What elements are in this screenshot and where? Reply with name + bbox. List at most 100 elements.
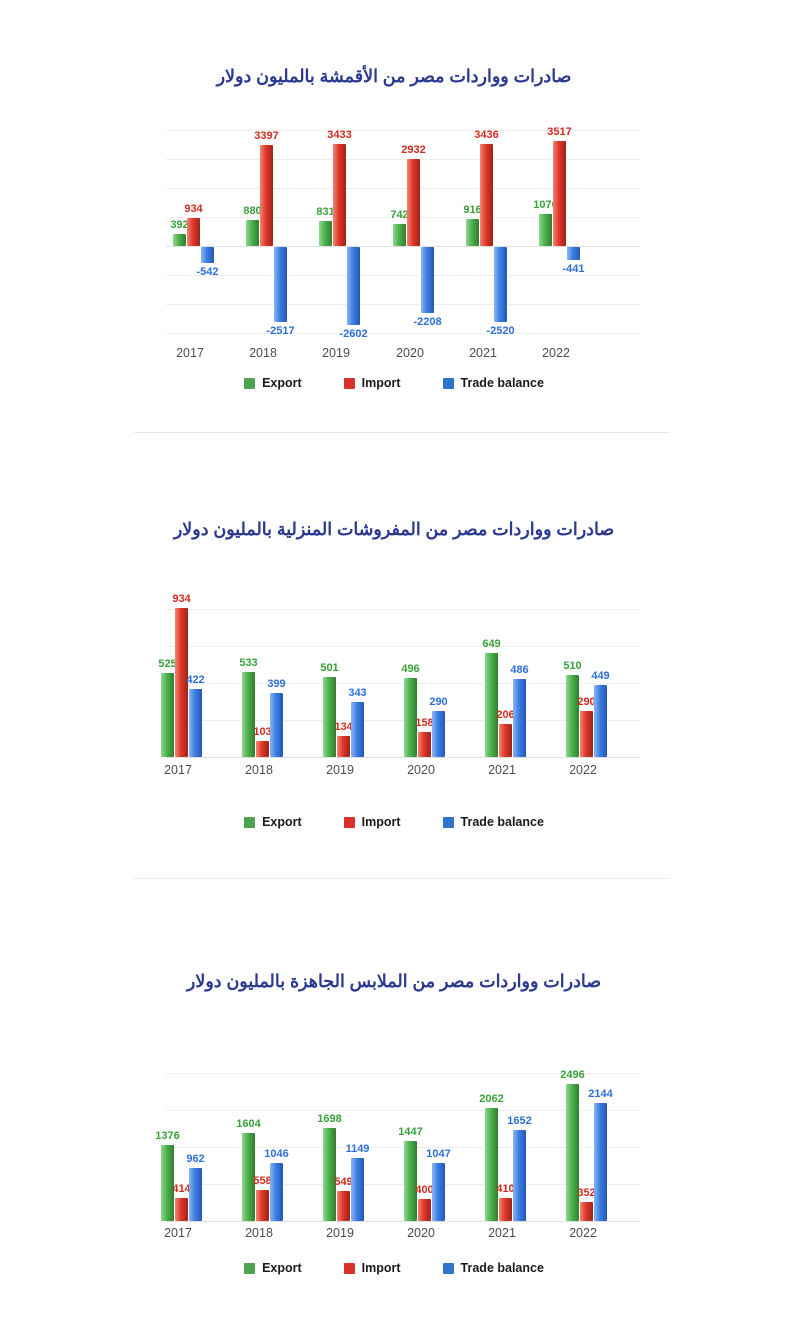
balance-bar xyxy=(351,1158,364,1221)
balance-bar xyxy=(270,693,283,757)
legend-label-trade-balance: Trade balance xyxy=(460,376,544,390)
bar-value-label: 649 xyxy=(482,638,501,650)
export-bar xyxy=(466,219,479,246)
export-bar xyxy=(323,1128,336,1221)
legend-label-export: Export xyxy=(262,1261,302,1275)
bar-value-label: 1046 xyxy=(264,1148,289,1160)
legend-item-trade-balance: Trade balance xyxy=(442,815,544,829)
balance-bar xyxy=(201,247,214,263)
x-axis-label: 2021 xyxy=(488,1226,516,1240)
x-axis-label: 2020 xyxy=(407,763,435,777)
section-divider xyxy=(134,432,670,433)
bar-value-label: 410 xyxy=(496,1183,515,1195)
bar-value-label: 880 xyxy=(243,205,262,217)
bar-value-label: 449 xyxy=(591,670,610,682)
bar-value-label: 3436 xyxy=(474,129,499,141)
gridline xyxy=(166,683,640,684)
chart-legend: Export Import Trade balance xyxy=(134,373,654,393)
bar-value-label: 916 xyxy=(463,204,482,216)
legend-item-export: Export xyxy=(244,815,302,829)
export-bar xyxy=(566,1084,579,1221)
legend-label-trade-balance: Trade balance xyxy=(460,1261,544,1275)
bar-value-label: 1604 xyxy=(236,1118,261,1130)
x-axis-label: 2020 xyxy=(396,346,424,360)
bar-value-label: 134 xyxy=(334,721,353,733)
gridline xyxy=(166,1184,640,1185)
balance-bar xyxy=(189,689,202,757)
balance-bar xyxy=(494,247,507,322)
legend-item-export: Export xyxy=(244,376,302,390)
import-bar xyxy=(256,741,269,757)
import-bar xyxy=(260,145,273,246)
bar-value-label: 103 xyxy=(253,726,272,738)
x-axis-label: 2019 xyxy=(326,763,354,777)
balance-bar xyxy=(421,247,434,313)
bar-value-label: 558 xyxy=(253,1175,272,1187)
export-bar xyxy=(485,1108,498,1221)
bar-value-label: 1076 xyxy=(533,199,558,211)
zero-axis-line xyxy=(166,1221,640,1222)
bar-value-label: -441 xyxy=(562,263,585,275)
x-axis-label: 2018 xyxy=(249,346,277,360)
export-bar xyxy=(566,675,579,757)
import-bar xyxy=(553,141,566,246)
balance-bar xyxy=(594,685,607,757)
bar-value-label: 158 xyxy=(415,717,434,729)
export-bar xyxy=(485,653,498,757)
x-axis-label: 2022 xyxy=(542,346,570,360)
bar-value-label: 831 xyxy=(316,206,335,218)
legend-item-trade-balance: Trade balance xyxy=(442,376,544,390)
gridline xyxy=(166,1073,640,1074)
import-swatch-icon xyxy=(343,816,355,828)
chart-legend: Export Import Trade balance xyxy=(134,1258,654,1278)
bar-value-label: 486 xyxy=(510,664,529,676)
x-axis-label: 2022 xyxy=(569,1226,597,1240)
export-bar xyxy=(393,224,406,246)
bar-value-label: 422 xyxy=(186,674,205,686)
gridline xyxy=(166,609,640,610)
bar-value-label: 549 xyxy=(334,1176,353,1188)
export-swatch-icon xyxy=(244,1262,256,1274)
bar-value-label: -2602 xyxy=(339,328,368,340)
export-bar xyxy=(246,220,259,246)
x-axis-label: 2017 xyxy=(164,763,192,777)
import-bar xyxy=(499,1198,512,1221)
export-swatch-icon xyxy=(244,377,256,389)
bar-value-label: 399 xyxy=(267,678,286,690)
bar-value-label: 3397 xyxy=(254,130,279,142)
chart-title: صادرات وواردات مصر من الأقمشة بالمليون د… xyxy=(216,66,572,86)
import-bar xyxy=(187,218,200,246)
import-bar xyxy=(580,1202,593,1221)
bar-value-label: 510 xyxy=(563,660,582,672)
legend-item-import: Import xyxy=(343,815,401,829)
x-axis-label: 2018 xyxy=(245,763,273,777)
export-bar xyxy=(404,1141,417,1221)
legend-item-import: Import xyxy=(343,376,401,390)
legend-item-trade-balance: Trade balance xyxy=(442,1261,544,1275)
balance-bar xyxy=(432,1163,445,1221)
legend-label-import: Import xyxy=(361,1261,401,1275)
legend-item-export: Export xyxy=(244,1261,302,1275)
bar-value-label: 1149 xyxy=(345,1143,370,1155)
bar-value-label: 3517 xyxy=(547,126,572,138)
gridline xyxy=(166,333,640,334)
bar-value-label: 533 xyxy=(239,657,258,669)
bar-value-label: 343 xyxy=(348,687,367,699)
chart-section-home-furnishings: صادرات وواردات مصر من المفروشات المنزلية… xyxy=(134,505,654,832)
import-bar xyxy=(175,608,188,757)
x-axis-label: 2021 xyxy=(469,346,497,360)
export-bar xyxy=(173,234,186,246)
bar-value-label: -2517 xyxy=(266,325,295,337)
chart-title: صادرات وواردات مصر من الملابس الجاهزة با… xyxy=(186,971,602,991)
chart-title: صادرات وواردات مصر من المفروشات المنزلية… xyxy=(173,519,615,539)
trade-balance-swatch-icon xyxy=(442,816,454,828)
balance-bar xyxy=(594,1103,607,1221)
legend-label-import: Import xyxy=(361,376,401,390)
bar-value-label: 501 xyxy=(320,662,339,674)
balance-bar xyxy=(432,711,445,757)
x-axis-label: 2017 xyxy=(176,346,204,360)
bar-value-label: 414 xyxy=(172,1183,191,1195)
balance-bar xyxy=(347,247,360,325)
gridline xyxy=(166,188,640,189)
chart-legend: Export Import Trade balance xyxy=(134,812,654,832)
